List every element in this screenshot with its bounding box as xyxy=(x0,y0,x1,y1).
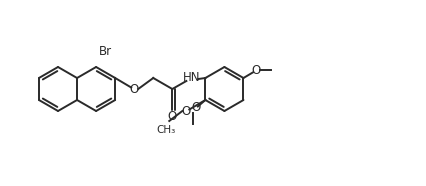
Text: O: O xyxy=(168,110,177,123)
Text: O: O xyxy=(191,101,201,114)
Text: O: O xyxy=(182,105,191,118)
Text: Br: Br xyxy=(99,45,112,58)
Text: O: O xyxy=(251,64,261,77)
Text: HN: HN xyxy=(183,70,200,84)
Text: CH₃: CH₃ xyxy=(157,125,176,135)
Text: O: O xyxy=(130,83,139,95)
